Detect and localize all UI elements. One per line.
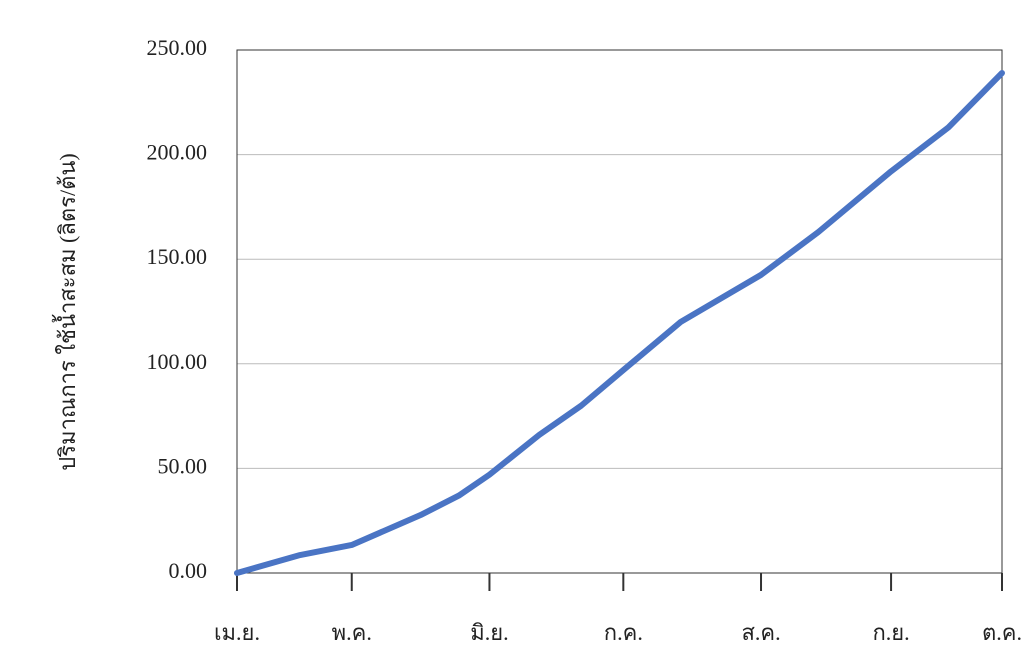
y-tick-label: 250.00 bbox=[147, 35, 208, 60]
x-tick-label: มิ.ย. bbox=[470, 620, 508, 645]
x-tick-label: ส.ค. bbox=[741, 620, 780, 645]
x-tick-label: ก.ค. bbox=[604, 620, 643, 645]
x-tick-label: พ.ค. bbox=[332, 620, 372, 645]
x-tick-label: ก.ย. bbox=[872, 620, 909, 645]
y-tick-label: 50.00 bbox=[158, 453, 208, 478]
x-tick-label: เม.ย. bbox=[214, 620, 260, 645]
y-tick-label: 150.00 bbox=[147, 244, 208, 269]
y-tick-label: 200.00 bbox=[147, 140, 208, 165]
x-tick-label: ต.ค. bbox=[982, 620, 1022, 645]
y-tick-label: 0.00 bbox=[169, 558, 208, 583]
y-axis-label: ปริมาณการ ใช้น้ำสะสม (ลิตร/ต้น) bbox=[52, 153, 80, 470]
data-line bbox=[234, 70, 1005, 576]
plot-border bbox=[236, 49, 1003, 574]
y-tick-label: 100.00 bbox=[147, 349, 208, 374]
